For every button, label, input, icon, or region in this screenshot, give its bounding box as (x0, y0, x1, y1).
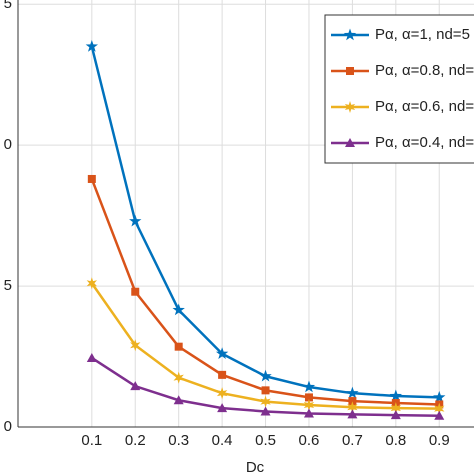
marker (434, 410, 445, 420)
marker (215, 347, 229, 359)
x-axis-label: Dc (246, 459, 265, 474)
legend-label: Pα, α=1, nd=5 (375, 26, 470, 43)
marker (343, 28, 357, 41)
marker (216, 387, 228, 400)
marker (433, 390, 446, 403)
marker (86, 277, 98, 290)
marker (389, 389, 403, 402)
marker (86, 352, 97, 362)
x-tick-label: 0.5 (255, 432, 276, 449)
x-tick-label: 0.8 (385, 432, 406, 449)
x-tick-label: 0.9 (429, 432, 450, 449)
y-tick-label: 0 (4, 136, 12, 153)
marker (347, 401, 358, 414)
x-tick-label: 0.1 (81, 432, 102, 449)
marker (304, 393, 313, 402)
marker (129, 214, 142, 227)
marker (390, 402, 402, 415)
y-tick-label: 5 (4, 0, 12, 12)
marker (131, 287, 140, 296)
legend-box (324, 14, 474, 164)
x-tick-label: 0.2 (125, 432, 146, 449)
marker (217, 403, 228, 413)
marker (259, 369, 272, 382)
legend-label: Pα, α=0.8, nd=4 (375, 62, 474, 79)
marker (85, 40, 99, 52)
marker (303, 408, 314, 418)
x-tick-label: 0.4 (212, 432, 233, 449)
marker (174, 342, 183, 351)
marker (130, 381, 141, 391)
marker (344, 101, 356, 113)
x-tick-label: 0.7 (342, 432, 363, 449)
marker (87, 174, 96, 183)
marker (348, 397, 357, 406)
y-tick-label: 0 (4, 418, 12, 435)
marker (302, 380, 316, 393)
marker (173, 395, 184, 405)
marker (260, 406, 271, 416)
x-tick-label: 0.3 (168, 432, 189, 449)
marker (346, 386, 359, 399)
marker (346, 67, 354, 75)
marker (173, 371, 184, 384)
marker (390, 410, 401, 420)
marker (261, 386, 270, 395)
marker (218, 370, 227, 379)
legend-label: Pα, α=0.4, nd=2 (375, 134, 474, 151)
marker (303, 399, 315, 412)
legend-label: Pα, α=0.6, nd=3 (375, 98, 474, 115)
marker (260, 395, 271, 408)
y-tick-label: 5 (4, 277, 12, 294)
marker (172, 303, 185, 316)
x-tick-label: 0.6 (299, 432, 320, 449)
marker (345, 138, 355, 147)
marker (347, 409, 358, 419)
marker (130, 339, 141, 352)
marker (434, 402, 445, 415)
